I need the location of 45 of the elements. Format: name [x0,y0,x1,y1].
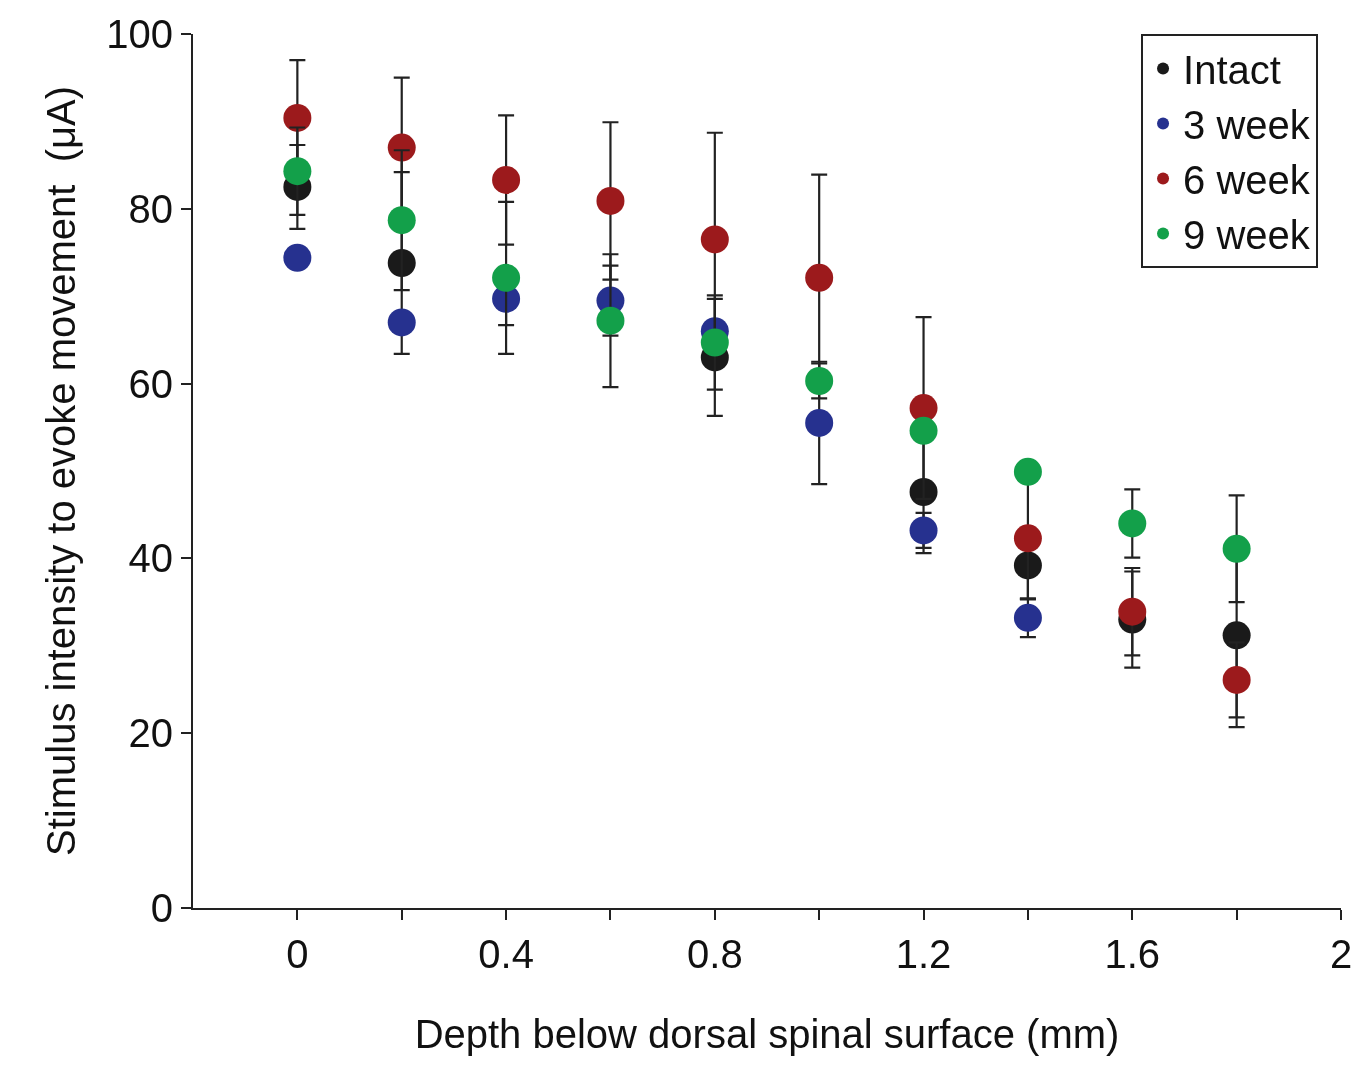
point [596,186,625,215]
y-tick-label: 0 [150,886,173,930]
point [1118,509,1147,538]
y-tick-label: 40 [128,536,173,581]
point [1118,597,1147,626]
point [1013,524,1042,553]
legend-label: Intact [1183,48,1281,93]
point [1222,621,1251,650]
point [1013,457,1042,486]
legend-label: 6 week [1183,158,1311,203]
point [492,165,521,194]
x-tick-label: 0.8 [687,932,743,976]
point [283,157,312,186]
point [1222,534,1251,563]
y-tick-label: 60 [128,361,173,406]
point [805,408,834,437]
point [283,243,312,272]
point [283,103,312,132]
point [909,416,938,445]
point [1013,551,1042,580]
point [1222,665,1251,694]
x-tick-label: 0.4 [478,932,534,976]
x-tick-label: 1.6 [1104,932,1161,976]
y-tick-label: 20 [128,711,173,756]
legend-label: 3 week [1183,103,1311,148]
y-tick-label: 80 [128,186,173,231]
x-axis-title: Depth below dorsal spinal surface (mm) [414,1012,1120,1056]
point [700,328,729,357]
legend-label: 9 week [1183,213,1311,258]
point [805,263,834,292]
x-tick-label: 2 [1329,932,1353,976]
point [387,248,416,277]
point [492,263,521,292]
y-tick-label: 100 [106,12,173,56]
point [596,306,625,335]
point [700,225,729,254]
point [387,308,416,337]
point [1013,603,1042,632]
point [909,516,938,545]
y-axis-title: Stimulus intensity to evoke movement (μA) [39,86,84,856]
point [805,366,834,395]
point [387,133,416,162]
point [387,206,416,235]
x-tick-label: 1.2 [895,932,952,976]
x-tick-label: 0 [286,932,309,976]
